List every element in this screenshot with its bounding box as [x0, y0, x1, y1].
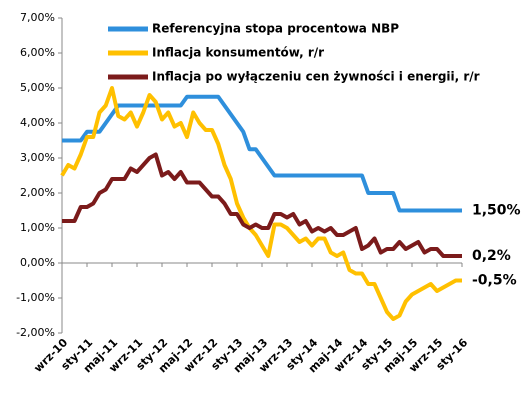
- y-tick-label: -1,00%: [16, 291, 55, 304]
- y-tick-label: 6,00%: [20, 46, 55, 59]
- value-label: 1,50%: [472, 203, 521, 219]
- legend-label: Inflacja po wyłączeniu cen żywności i en…: [152, 70, 480, 84]
- y-tick-label: 4,00%: [20, 116, 55, 129]
- value-label: -0,5%: [472, 273, 517, 289]
- y-tick-label: 3,00%: [20, 151, 55, 164]
- y-tick-label: 7,00%: [20, 11, 55, 24]
- legend-label: Inflacja konsumentów, r/r: [152, 46, 324, 60]
- y-tick-label: 5,00%: [20, 81, 55, 94]
- y-tick-label: 1,00%: [20, 221, 55, 234]
- series-line: [62, 152, 462, 258]
- series-line: [62, 94, 462, 213]
- y-tick-label: 0,00%: [20, 256, 55, 269]
- value-label: 0,2%: [472, 248, 511, 264]
- y-tick-label: -2,00%: [16, 326, 55, 339]
- legend-label: Referencyjna stopa procentowa NBP: [152, 22, 399, 36]
- series-line: [60, 86, 462, 321]
- y-tick-label: 2,00%: [20, 186, 55, 199]
